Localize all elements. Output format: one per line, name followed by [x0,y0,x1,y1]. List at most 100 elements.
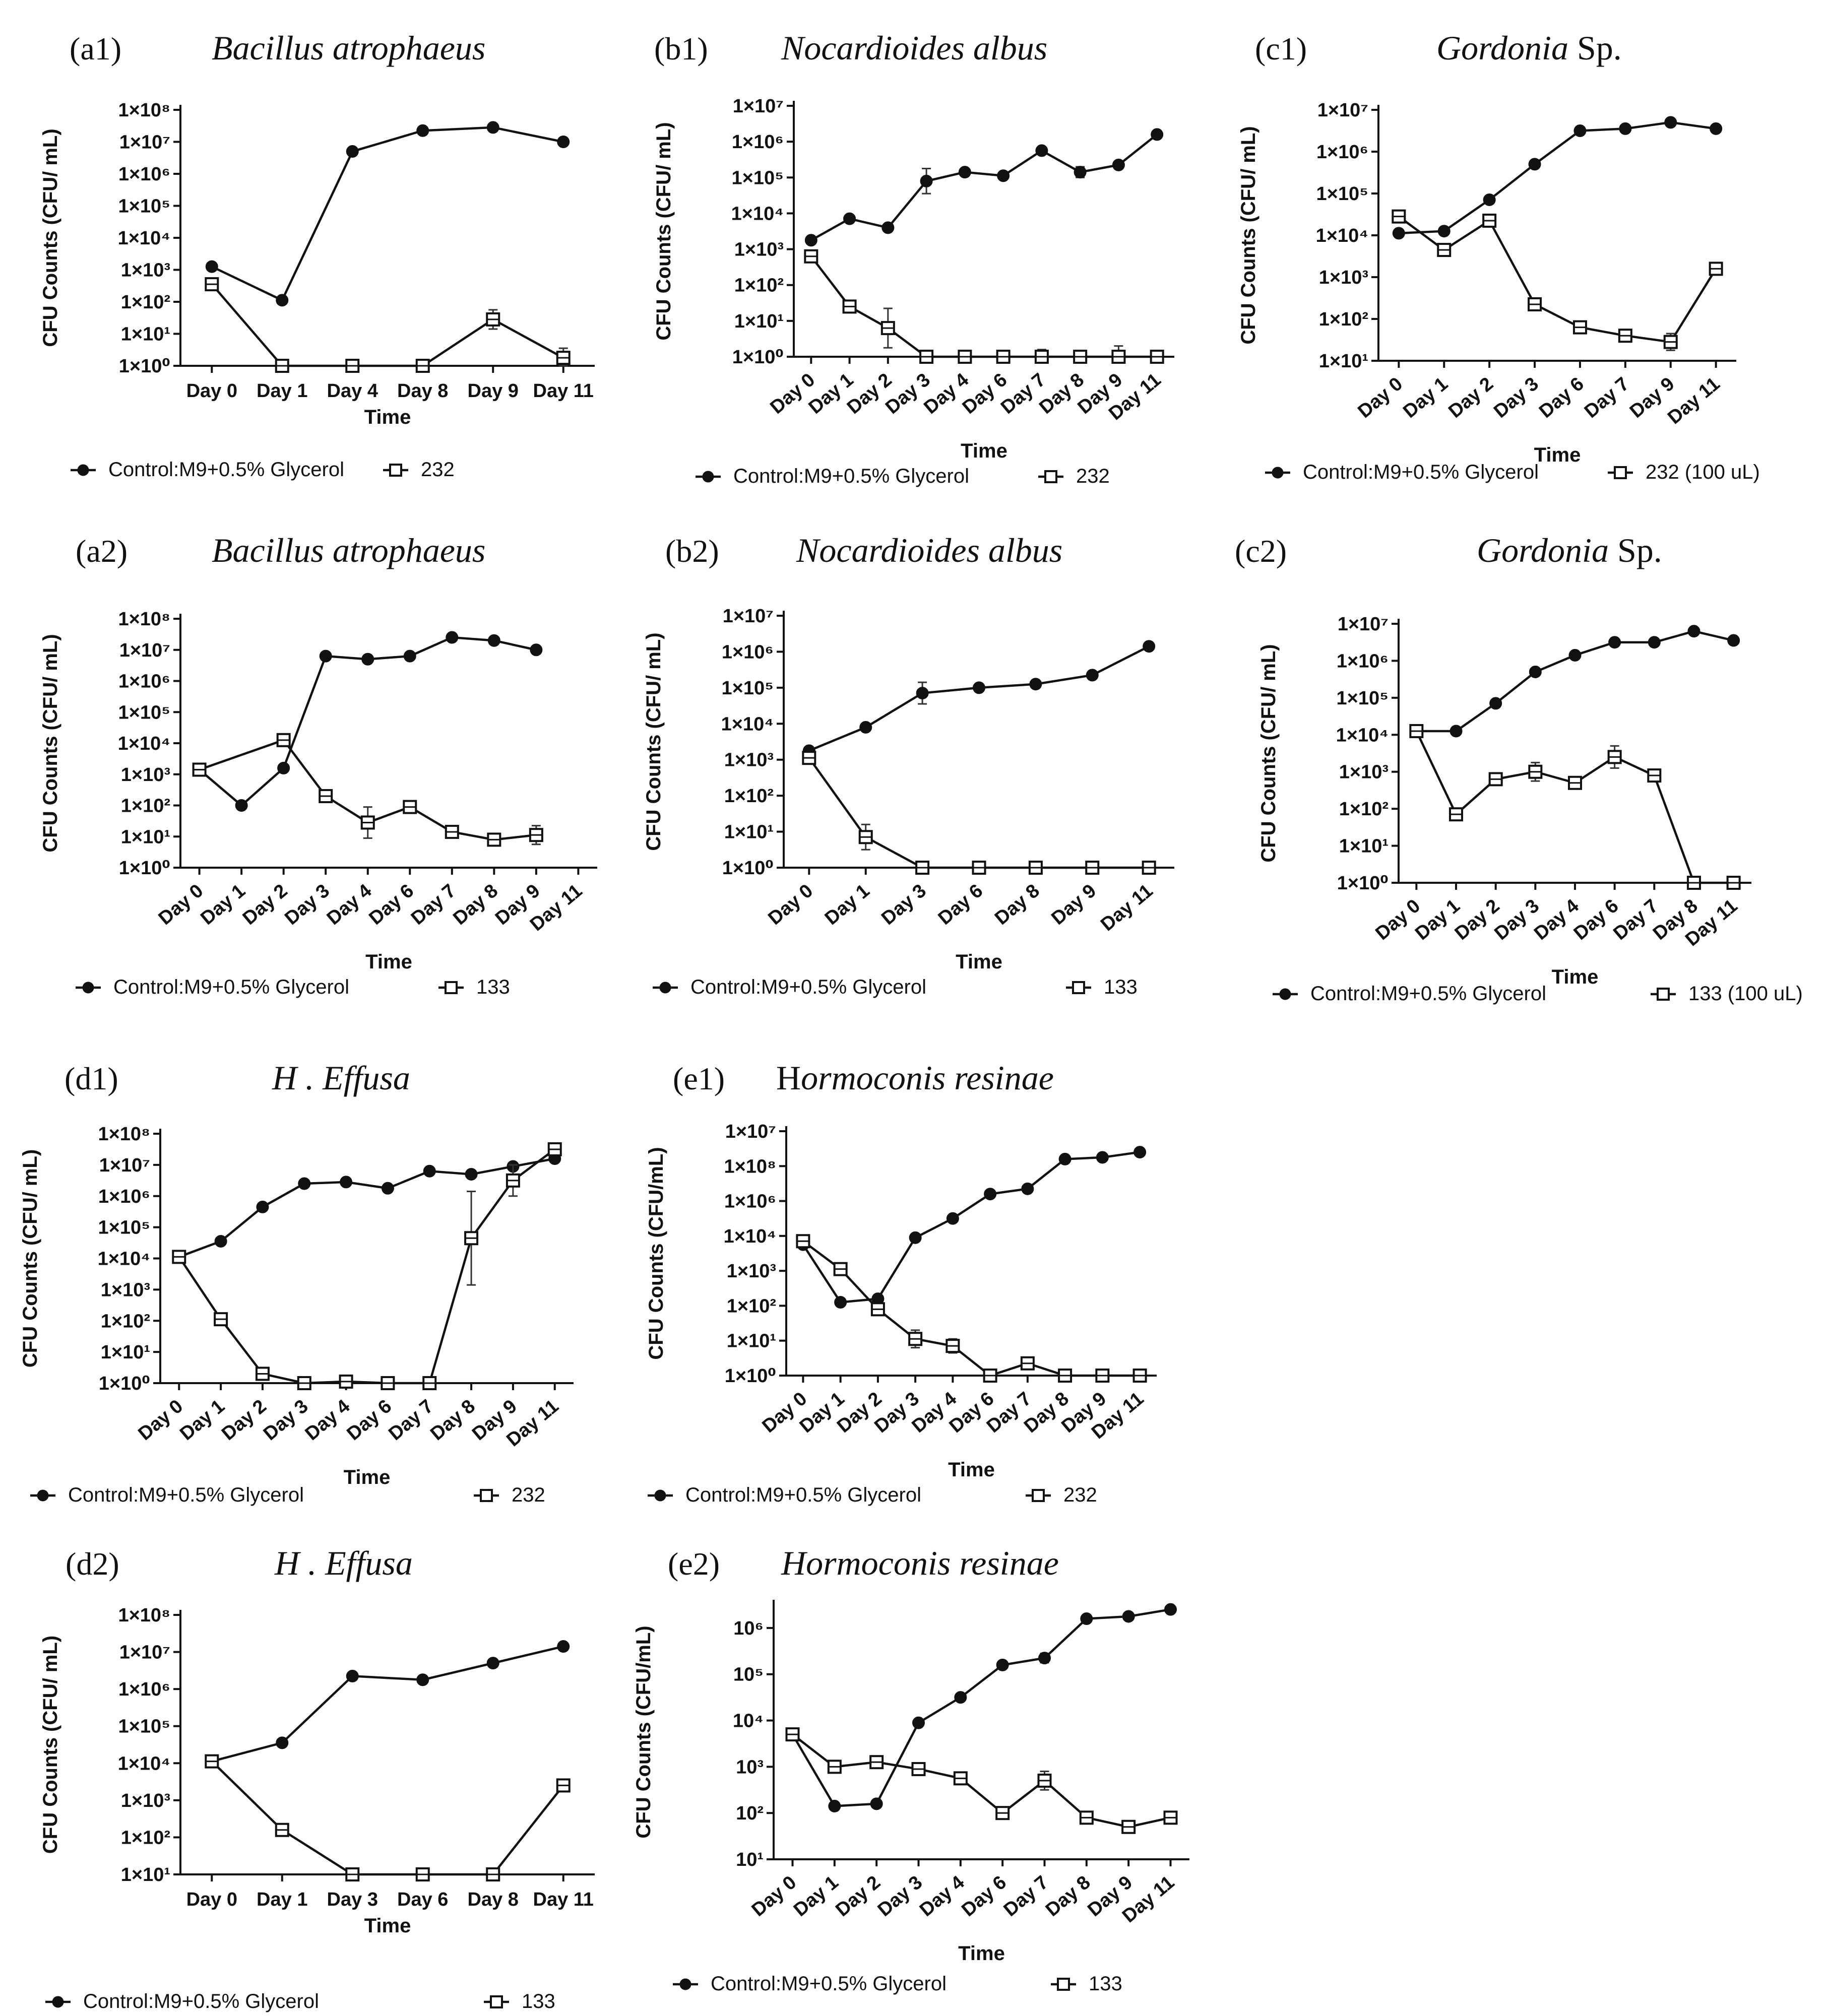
legend-entry-1: 232 [1026,1484,1097,1506]
y-tick-label: 1×10⁴ [118,1753,170,1774]
y-tick-label: 1×10³ [1319,267,1368,288]
y-tick-label: 10¹ [736,1849,764,1870]
x-tick-label: Day 1 [1411,895,1464,944]
y-tick-label: 1×10⁰ [1337,873,1389,894]
y-tick-label: 1×10⁴ [731,203,784,224]
legend-marker-square [445,981,458,994]
data-point-circle [1619,122,1632,135]
legend-entry-0: Control:M9+0.5% Glycerol [696,465,969,487]
legend-label: Control:M9+0.5% Glycerol [83,1990,319,2012]
y-tick-label: 1×10⁸ [118,100,170,121]
y-axis-label: CFU Counts (CFU/ mL) [1257,644,1280,862]
y-tick-label: 1×10⁷ [723,606,774,627]
panel-label: (a1) [70,31,121,67]
x-tick-label: Day 0 [155,880,208,929]
x-tick-label: Day 3 [881,369,934,418]
y-tick-label: 1×10⁶ [722,641,774,663]
y-tick-label: 1×10⁴ [1336,725,1389,746]
series-line-1 [802,1240,1140,1377]
data-point-circle [1112,158,1125,171]
x-tick-label: Day 7 [997,369,1050,418]
series-line-1 [178,1148,556,1385]
y-axis-label: CFU Counts (CFU/mL) [633,1625,655,1838]
legend-entry-0: Control:M9+0.5% Glycerol [653,976,926,998]
x-tick-label: Day 2 [843,369,896,418]
panel-label: (e1) [673,1061,725,1096]
legend-entry-1: 232 [1038,465,1110,487]
y-tick-label: 1×10⁰ [99,1373,150,1394]
x-axis-label: Time [958,1942,1005,1965]
panel-title: H . Effusa [272,1059,410,1097]
y-tick-label: 1×10⁶ [118,1679,170,1700]
data-point-circle [804,234,817,247]
data-point-circle [256,1200,269,1213]
y-tick-label: 1×10² [724,786,774,807]
legend-marker-circle [82,982,94,994]
y-tick-label: 1×10¹ [1319,351,1368,372]
data-point-circle [276,294,289,307]
data-point-circle [235,799,248,812]
panel-b2: (b2) Nocardioides albus 1×10⁰ 1×10¹ 1×10² 1×1… [643,531,1174,998]
panel-title-part: Gordonia [1436,29,1568,67]
legend-label: 232 [1076,465,1110,487]
data-point-circle [487,634,500,647]
x-tick-label: Day 0 [748,1872,801,1921]
data-point-circle [1151,128,1164,141]
legend-label: 133 [522,1990,555,2012]
legend-label: 133 [1089,1973,1122,1995]
y-tick-label: 1×10⁷ [725,1121,776,1142]
x-tick-label: Day 4 [1530,895,1583,944]
legend-entry-1: 232 (100 uL) [1608,461,1760,483]
y-tick-label: 1×10² [101,1311,150,1332]
series-line-1 [1415,730,1734,884]
data-point-circle [958,166,971,179]
x-tick-label: Day 3 [281,880,334,929]
data-point-circle [557,1640,570,1653]
x-tick-label: Day 8 [991,880,1044,929]
legend-marker-square [490,1995,503,2008]
legend-entry-0: Control:M9+0.5% Glycerol [45,1990,319,2012]
series-line-1 [808,757,1149,869]
x-axis-label: Time [344,1466,391,1488]
legend-marker-circle [37,1489,49,1502]
panel-title: Nocardioides albus [781,29,1047,67]
x-tick-label: Day 7 [1000,1872,1053,1921]
data-point-circle [1029,678,1042,691]
legend-entry-0: Control:M9+0.5% Glycerol [648,1484,921,1506]
data-point-circle [416,1673,429,1686]
data-point-circle [423,1164,436,1178]
legend-label: 133 [1104,976,1138,998]
series-line-0 [211,126,564,302]
x-tick-label: Day 8 [449,880,502,929]
legend-label: 232 (100 uL) [1646,461,1760,483]
y-tick-label: 1×10⁵ [118,1716,170,1737]
x-tick-label: Day 8 [1042,1872,1095,1921]
legend-marker-circle [77,464,89,476]
series-line-0 [810,134,1158,241]
x-tick-label: Day 3 [260,1396,312,1445]
data-point-circle [973,681,985,694]
y-tick-label: 1×10³ [1339,762,1389,783]
y-tick-label: 1×10² [734,275,784,296]
legend-marker-square [1057,1978,1070,1991]
x-tick-label: Day 4 [323,880,376,929]
y-tick-label: 1×10⁴ [118,228,170,249]
y-tick-label: 1×10² [121,1827,170,1848]
legend-marker-circle [52,1996,64,2008]
y-tick-label: 1×10⁷ [733,96,784,117]
legend-label: Control:M9+0.5% Glycerol [108,459,344,481]
data-point-circle [1143,640,1156,653]
data-point-circle [1529,665,1542,678]
y-axis-label: CFU Counts (CFU/ mL) [643,632,665,851]
data-point-circle [403,649,416,663]
legend-label: Control:M9+0.5% Glycerol [113,976,349,998]
legend-label: Control:M9+0.5% Glycerol [685,1484,921,1506]
y-tick-label: 1×10⁶ [1337,651,1389,672]
legend-marker-circle [702,471,714,483]
data-point-circle [530,643,543,657]
y-tick-label: 1×10⁸ [98,1124,150,1145]
y-tick-label: 1×10³ [734,239,784,261]
legend-entry-1: 133 [484,1990,555,2012]
x-tick-label: Day 1 [176,1396,229,1445]
y-axis-label: CFU Counts (CFU/ mL) [19,1149,41,1368]
